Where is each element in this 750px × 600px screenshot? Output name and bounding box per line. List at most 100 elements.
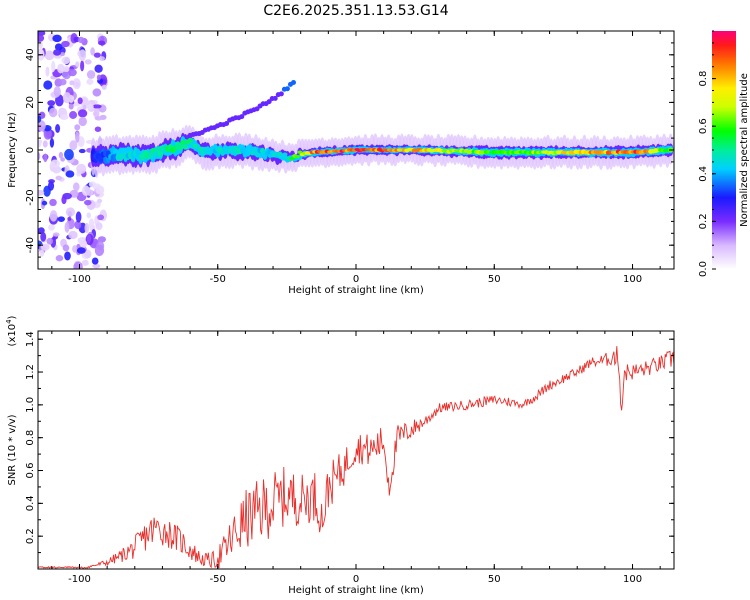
- spectrogram-noise-cell: [65, 170, 75, 178]
- spectrogram-noise-cell: [38, 189, 45, 196]
- spectrogram-noise-cell: [88, 218, 95, 230]
- spectrogram-harmonic-cell: [278, 91, 284, 97]
- spectrogram-ticks: [38, 30, 674, 270]
- spectrogram-band-cell: [177, 144, 184, 151]
- snr-x-tick-label: 50: [488, 574, 501, 585]
- colorbar-tick-labels: 0.0 0.2 0.4 0.6 0.8: [698, 71, 709, 277]
- spectrogram-x-tick-label: -50: [210, 274, 226, 285]
- spectrogram-harmonic-cell: [284, 86, 290, 92]
- spectrogram-noise-cell: [74, 220, 82, 230]
- spectrogram-noise-cell: [86, 189, 93, 197]
- spectrogram-noise-cell: [77, 109, 88, 118]
- spectrogram-noise-cell: [92, 263, 101, 269]
- spectrogram-noise-cell: [62, 92, 72, 104]
- spectrogram-noise-cell: [65, 207, 75, 217]
- spectrogram-noise-cell: [61, 56, 71, 65]
- spectrogram-noise-cell: [52, 34, 62, 43]
- spectrogram-band-cell: [249, 151, 256, 156]
- colorbar-label: Normalized spectral amplitude: [739, 73, 750, 227]
- spectrogram-noise-cell: [95, 185, 105, 195]
- colorbar-tick-label: 0.0: [698, 261, 709, 277]
- spectrogram-band-cell: [254, 151, 261, 158]
- spectrogram-noise-cell: [76, 247, 86, 254]
- spectrogram-noise-cell: [64, 221, 70, 233]
- snr-y-tick-label: 1.2: [25, 364, 36, 380]
- figure-title: C2E6.2025.351.13.53.G14: [263, 3, 448, 19]
- spectrogram-noise-cell: [76, 163, 87, 175]
- spectrogram-noise-cell: [55, 94, 64, 107]
- spectrogram-noise-cell: [53, 86, 61, 98]
- spectrogram-y-tick-labels: -40 -20 0 20 40: [25, 48, 36, 253]
- spectrogram-panel: -100 -50 0 50 100 -40 -20 0 20 40 Height of stra…: [7, 30, 675, 296]
- spectrogram-noise-cell: [72, 245, 78, 253]
- colorbar-tick-label: 0.6: [698, 118, 709, 134]
- spectrogram-x-tick-label: -100: [68, 274, 91, 285]
- spectrogram-heatmap: [38, 31, 674, 269]
- spectrogram-noise-cell: [92, 104, 102, 109]
- snr-x-tick-label: -100: [68, 574, 91, 585]
- spectrogram-noise-cell: [58, 151, 64, 159]
- spectrogram-noise-cell: [67, 216, 72, 221]
- spectrogram-noise-cell: [96, 74, 101, 81]
- snr-y-tick-label: 1.0: [25, 397, 36, 413]
- spectrogram-band-cell: [232, 145, 238, 151]
- spectrogram-noise-cell: [38, 120, 46, 132]
- spectrogram-noise-cell: [57, 63, 65, 74]
- spectrogram-harmonic-cell: [291, 80, 297, 86]
- spectrogram-x-tick-label: 0: [353, 274, 359, 285]
- spectrogram-noise-cell: [75, 211, 82, 223]
- spectrogram-noise-cell: [97, 198, 103, 204]
- spectrogram-band-cell: [147, 152, 154, 160]
- spectrogram-y-tick-label: -20: [25, 189, 36, 205]
- spectrogram-noise-cell: [94, 64, 103, 73]
- spectrogram-noise-cell: [80, 60, 85, 72]
- spectrogram-noise-cell: [49, 138, 55, 148]
- spectrogram-x-tick-labels: -100 -50 0 50 100: [68, 274, 642, 285]
- spectrogram-band-cell: [157, 150, 164, 158]
- spectrogram-noise-cell: [47, 100, 56, 106]
- spectrogram-noise-cell: [49, 210, 58, 222]
- spectrogram-noise-cell: [84, 59, 92, 65]
- spectrogram-y-axis-label: Frequency (Hz): [7, 112, 18, 188]
- spectrogram-noise-cell: [101, 84, 107, 90]
- spectrogram-noise-cell: [53, 49, 62, 56]
- spectrogram-band-cell: [297, 150, 303, 154]
- spectrogram-noise-cell: [94, 244, 105, 257]
- snr-series-line: [38, 346, 674, 569]
- spectrogram-noise-cell: [55, 124, 61, 133]
- spectrogram-noise-cell: [51, 60, 56, 73]
- spectrogram-noise-cell: [97, 214, 105, 221]
- spectrogram-noise-cell: [94, 116, 103, 121]
- spectrogram-band-cell: [192, 143, 198, 148]
- spectrogram-harmonic-cell: [224, 121, 230, 127]
- spectrogram-noise-cell: [78, 148, 86, 154]
- spectrogram-noise-cell: [44, 50, 55, 61]
- spectrogram-band-cell: [294, 155, 300, 159]
- spectrogram-noise-cell: [52, 232, 60, 237]
- spectrogram-noise-cell: [86, 234, 92, 244]
- spectrogram-x-tick-label: 100: [623, 274, 642, 285]
- spectrogram-noise-cell: [93, 107, 100, 119]
- spectrogram-noise-cell: [43, 80, 53, 90]
- spectrogram-noise-cell: [74, 124, 81, 131]
- colorbar-gradient: [712, 31, 736, 269]
- colorbar-tick-label: 0.8: [698, 71, 709, 87]
- snr-x-tick-label: -50: [210, 574, 226, 585]
- spectrogram-noise-cell: [47, 181, 55, 191]
- spectrogram-noise-cell: [91, 257, 99, 265]
- spectrogram-noise-cell: [57, 216, 65, 222]
- colorbar-tick-label: 0.2: [698, 213, 709, 229]
- spectrogram-noise-cell: [86, 103, 94, 110]
- spectrogram-noise-cell: [78, 49, 87, 62]
- spectrogram-noise-cell: [49, 198, 57, 207]
- spectrogram-band-cell: [180, 139, 186, 146]
- spectrogram-noise-cell: [68, 68, 77, 77]
- spectrogram-band-cell: [252, 147, 258, 152]
- spectrogram-noise-cell: [99, 56, 105, 61]
- colorbar-ticks: [712, 30, 716, 270]
- spectrogram-noise-cell: [48, 107, 58, 118]
- spectrogram-noise-cell: [82, 104, 87, 110]
- spectrogram-harmonic-cell: [266, 99, 272, 105]
- spectrogram-noise-cell: [38, 34, 45, 42]
- spectrogram-band-cell: [282, 152, 288, 157]
